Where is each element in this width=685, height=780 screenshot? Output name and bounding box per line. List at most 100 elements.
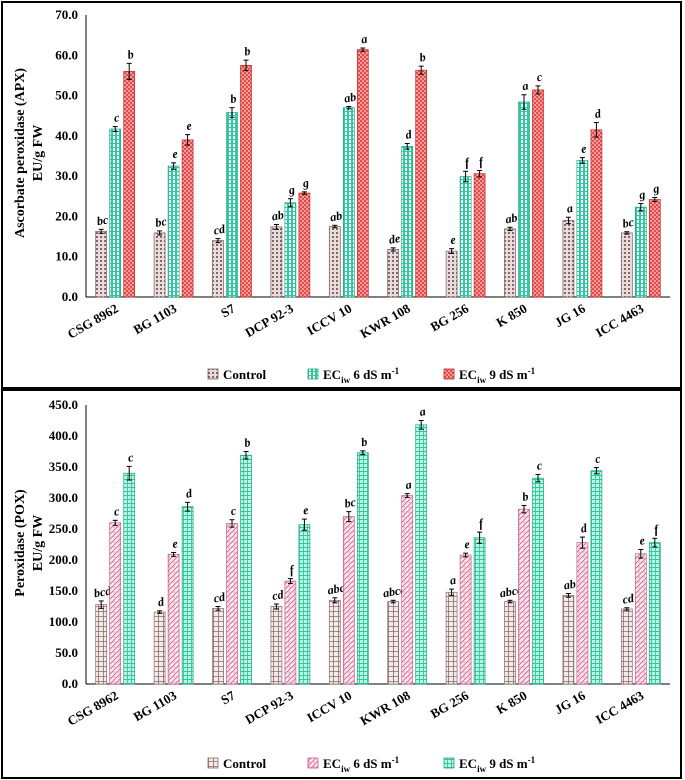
significance-letter: c <box>229 503 237 518</box>
bar <box>387 601 400 685</box>
significance-letter: a <box>360 32 368 47</box>
y-tick-label: 10.0 <box>55 249 78 264</box>
bar <box>634 206 647 298</box>
significance-letter: a <box>521 78 529 93</box>
legend-item: ECiw 6 dS m-1 <box>307 366 400 385</box>
significance-letter: f <box>478 154 485 169</box>
apx-chart-panel: Ascorbate peroxidase (APX) EU/g FW 0.0 10… <box>1 1 682 389</box>
bar <box>95 604 108 685</box>
significance-letter: f <box>478 516 485 531</box>
significance-letter: ab <box>329 208 343 224</box>
legend-item: ECiw 9 dS m-1 <box>443 366 536 385</box>
category-label: BG 1103 <box>131 300 180 337</box>
category-label: ICCV 10 <box>304 301 354 339</box>
category-label: ICC 4463 <box>593 300 647 340</box>
y-tick-label: 350.0 <box>49 459 78 474</box>
bar <box>153 611 166 685</box>
bar <box>634 553 647 685</box>
y-tick-label: 30.0 <box>55 168 78 183</box>
bar <box>356 452 369 685</box>
legend-label: Control <box>223 367 266 382</box>
significance-letter: bcd <box>93 583 113 600</box>
bar <box>153 232 166 298</box>
bar <box>387 249 400 298</box>
bar <box>167 554 180 685</box>
y-axis-title-line1: Peroxidase (POX) <box>13 489 28 597</box>
bar <box>109 522 122 685</box>
significance-letter: c <box>113 504 121 519</box>
significance-letter: e <box>171 536 179 551</box>
bar <box>532 89 544 298</box>
legend-label: Control <box>223 756 266 771</box>
bar <box>620 608 633 685</box>
category-label: ICCV 10 <box>304 688 354 726</box>
y-tick-label: 400.0 <box>49 428 78 443</box>
legend-label: ECiw 6 dS m-1 <box>323 366 400 385</box>
bar <box>226 112 238 298</box>
bar <box>342 107 355 298</box>
significance-letter: e <box>302 503 310 518</box>
bar <box>648 542 661 685</box>
significance-letter: e <box>580 141 588 156</box>
pox-chart: Peroxidase (POX) EU/g FW 0.0 50.0 100.0 150… <box>13 397 670 774</box>
significance-letter: d <box>594 106 603 121</box>
apx-chart: Ascorbate peroxidase (APX) EU/g FW 0.0 10… <box>13 7 670 385</box>
significance-letter: cd <box>213 222 228 238</box>
category-label: K 850 <box>494 688 530 717</box>
bar <box>109 128 122 298</box>
bar <box>181 506 194 685</box>
significance-letter: f <box>289 562 296 577</box>
bar <box>284 202 297 298</box>
bar <box>240 65 252 298</box>
significance-letter: c <box>535 458 543 473</box>
legend-swatch <box>443 757 455 769</box>
significance-letter: b <box>243 44 251 59</box>
y-tick-label: 250.0 <box>49 521 78 536</box>
significance-letter: b <box>360 435 368 450</box>
legend-item: ECiw 9 dS m-1 <box>443 755 536 774</box>
bar <box>284 580 297 685</box>
significance-letter: b <box>126 47 134 62</box>
legend-swatch <box>207 757 219 769</box>
bar <box>181 139 194 298</box>
significance-letter: ab <box>563 577 577 593</box>
significance-letter: e <box>463 537 471 552</box>
significance-letter: f <box>653 522 660 537</box>
y-tick-label: 150.0 <box>49 583 78 598</box>
y-tick-label: 300.0 <box>49 490 78 505</box>
category-label: DCP 92-3 <box>242 300 296 340</box>
category-label: S7 <box>218 687 238 707</box>
category-label: KWR 108 <box>357 300 413 341</box>
bar <box>401 495 414 685</box>
significance-letter: e <box>638 533 646 548</box>
legend-swatch <box>443 368 455 380</box>
bar <box>270 226 283 298</box>
bar <box>212 240 224 298</box>
significance-letter: a <box>566 201 574 216</box>
significance-letter: ab <box>343 90 357 106</box>
significance-letter: d <box>185 486 194 501</box>
legend-label: ECiw 9 dS m-1 <box>459 755 536 774</box>
category-label: DCP 92-3 <box>242 687 296 727</box>
significance-letter: e <box>171 146 179 161</box>
significance-letter: d <box>157 594 166 609</box>
legend-swatch <box>307 368 319 380</box>
y-tick-label: 70.0 <box>55 7 78 22</box>
significance-letter: bc <box>343 495 357 511</box>
bar <box>356 49 369 298</box>
bar <box>445 591 458 685</box>
significance-letter: bc <box>154 214 168 230</box>
bar <box>518 101 530 298</box>
significance-letter: cd <box>621 591 636 607</box>
bar <box>212 608 224 685</box>
significance-letter: cd <box>271 587 286 603</box>
significance-letter: de <box>388 231 402 247</box>
y-tick-label: 100.0 <box>49 614 78 629</box>
y-tick-label: 40.0 <box>55 128 78 143</box>
bar <box>504 601 516 685</box>
y-axis-title: Peroxidase (POX) EU/g FW <box>13 489 46 597</box>
bar <box>459 176 472 298</box>
significance-letter: ab <box>504 210 518 226</box>
bar <box>590 129 603 298</box>
category-label: S7 <box>218 300 238 320</box>
